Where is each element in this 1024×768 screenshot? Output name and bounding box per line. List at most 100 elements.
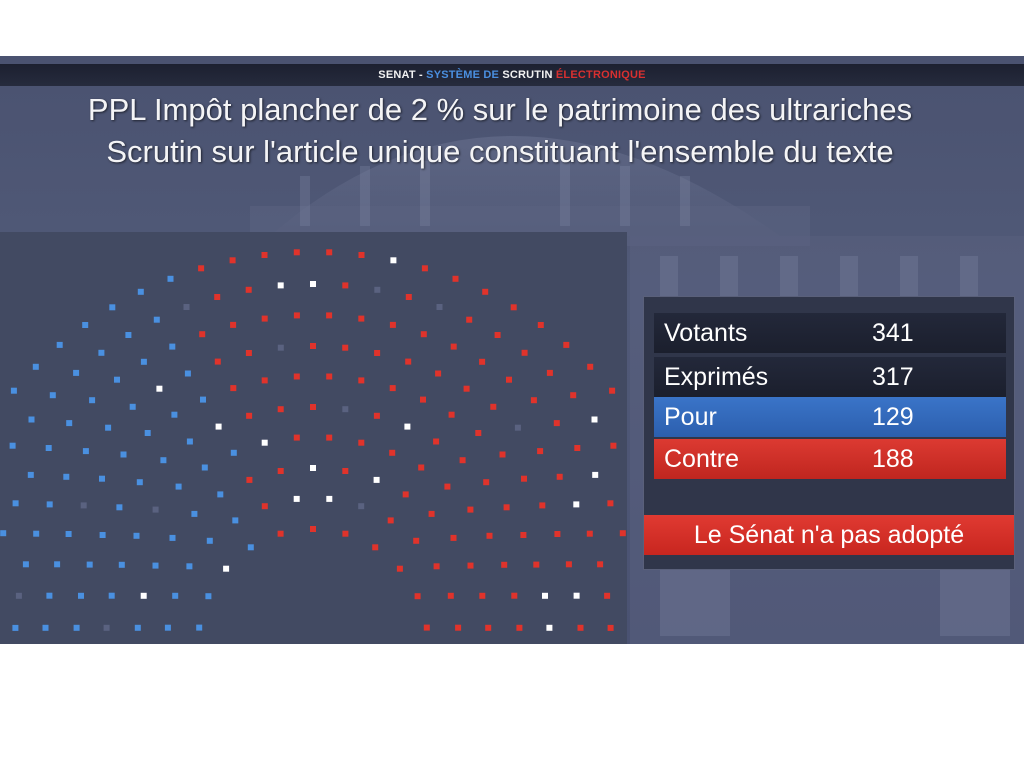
seat — [65, 531, 72, 537]
seat — [342, 468, 349, 474]
seat — [261, 315, 268, 322]
seat — [171, 411, 178, 418]
seat — [140, 358, 147, 365]
seat — [405, 294, 412, 300]
seat — [448, 411, 455, 418]
seat — [326, 434, 333, 441]
seat — [98, 349, 105, 356]
pour-row: Pour 129 — [654, 397, 1006, 437]
seat — [45, 445, 52, 451]
seat — [196, 624, 203, 631]
seat — [129, 403, 136, 410]
seat — [420, 396, 426, 403]
seat — [160, 457, 167, 464]
seat — [546, 624, 553, 631]
seat — [565, 561, 572, 568]
header-scrutin: SCRUTIN — [502, 69, 553, 81]
seat — [229, 257, 236, 264]
seat — [342, 344, 349, 351]
seat — [326, 312, 333, 319]
seat — [293, 249, 300, 256]
seat — [389, 385, 396, 392]
seat — [506, 376, 512, 383]
seat — [310, 404, 316, 410]
seat — [172, 592, 179, 599]
seat — [215, 423, 222, 430]
pour-value: 129 — [872, 403, 914, 431]
seat — [32, 363, 39, 370]
seat — [73, 369, 80, 376]
seat — [482, 288, 489, 295]
seat — [214, 294, 221, 300]
votants-label: Votants — [664, 319, 748, 347]
seat — [435, 370, 442, 377]
seat — [372, 544, 379, 551]
seat — [42, 624, 49, 631]
seat — [459, 457, 466, 464]
seat — [373, 412, 380, 419]
seat — [186, 438, 193, 445]
seat — [436, 304, 443, 310]
seat — [82, 448, 89, 455]
seat — [12, 624, 19, 631]
seat — [455, 624, 462, 631]
seat — [466, 316, 473, 323]
seat — [402, 491, 409, 498]
seat — [33, 530, 40, 537]
seat — [153, 316, 160, 323]
seat — [326, 495, 333, 502]
seat — [396, 565, 403, 572]
seat — [573, 592, 580, 599]
seat — [342, 406, 349, 413]
seat — [136, 479, 143, 486]
seat — [467, 562, 474, 569]
seat — [358, 252, 365, 258]
seat — [326, 249, 333, 256]
seat — [114, 376, 120, 383]
seat — [152, 506, 159, 513]
seat — [619, 530, 626, 537]
header-electronique: ÉLECTRONIQUE — [555, 69, 646, 81]
seat — [510, 304, 517, 311]
seat — [389, 449, 396, 456]
seat — [592, 471, 599, 478]
seat — [116, 504, 123, 511]
seat — [479, 358, 486, 365]
seat — [169, 534, 176, 541]
seat — [405, 358, 412, 365]
seat — [56, 341, 63, 348]
seat — [108, 592, 115, 599]
votants-row: Votants 341 — [654, 313, 1006, 353]
seat — [277, 282, 284, 289]
seat — [246, 476, 253, 483]
seat — [373, 476, 380, 483]
seat — [503, 504, 510, 511]
seat — [73, 624, 80, 631]
seat — [293, 434, 300, 441]
seat — [479, 592, 486, 599]
contre-value: 188 — [872, 445, 914, 473]
seat — [452, 275, 459, 282]
seat — [175, 483, 182, 490]
seat — [230, 385, 237, 392]
seat — [15, 592, 22, 599]
seat — [587, 363, 594, 370]
seat — [310, 526, 316, 532]
seat — [22, 561, 29, 568]
seat — [261, 439, 268, 446]
seat — [342, 282, 349, 289]
seat — [10, 387, 17, 394]
seat — [490, 403, 497, 410]
seat — [78, 592, 84, 599]
seat — [49, 392, 56, 399]
seat — [109, 304, 116, 311]
seat — [414, 593, 421, 600]
seat — [140, 592, 147, 599]
seat — [485, 624, 492, 631]
exprimes-label: Exprimés — [664, 363, 769, 391]
seat — [152, 562, 159, 569]
seat — [9, 442, 16, 449]
seat — [563, 341, 570, 348]
seat — [389, 321, 396, 328]
seat — [521, 475, 527, 482]
